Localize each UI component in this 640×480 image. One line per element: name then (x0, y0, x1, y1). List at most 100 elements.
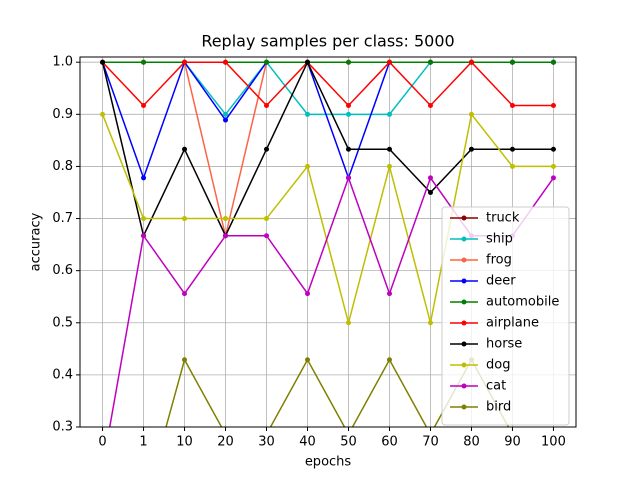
point (223, 216, 229, 222)
point (468, 59, 474, 65)
legend-marker (461, 215, 467, 221)
point (550, 102, 556, 108)
point (223, 59, 229, 65)
y-tick-label: 0.5 (52, 315, 73, 330)
point (182, 59, 188, 65)
point (427, 189, 433, 195)
point (141, 233, 147, 239)
x-tick-label: 90 (504, 435, 521, 450)
x-tick-label: 1 (139, 435, 147, 450)
point (141, 102, 147, 108)
point (427, 102, 433, 108)
point (550, 175, 556, 181)
legend-label: airplane (486, 316, 539, 331)
point (141, 175, 147, 181)
point (509, 163, 515, 169)
legend-box (441, 206, 570, 426)
legend-label: horse (486, 337, 522, 352)
x-tick-label: 30 (258, 435, 275, 450)
point (509, 102, 515, 108)
point (305, 163, 311, 169)
point (345, 102, 351, 108)
point (264, 102, 270, 108)
legend-marker (461, 299, 467, 305)
point (345, 175, 351, 181)
point (345, 59, 351, 65)
x-axis-label: epochs (305, 455, 352, 470)
point (345, 320, 351, 326)
point (345, 146, 351, 152)
y-tick-label: 0.9 (52, 107, 73, 122)
legend-marker (461, 404, 467, 410)
legend-label: ship (486, 232, 513, 247)
point (305, 111, 311, 117)
x-tick-label: 40 (299, 435, 316, 450)
point (386, 59, 392, 65)
point (386, 357, 392, 363)
point (345, 111, 351, 117)
legend-label: automobile (486, 295, 559, 310)
y-tick-label: 0.4 (52, 367, 73, 382)
point (264, 146, 270, 152)
legend-label: deer (486, 274, 516, 289)
y-axis-label: accuracy (29, 212, 44, 271)
legend-label: cat (486, 379, 506, 394)
ticks: 0.3 0.4 0.5 0.6 0.7 0.8 0.9 1.0 0 1 10 20 30 40 50 60 70… (52, 55, 566, 450)
point (223, 233, 229, 239)
point (100, 111, 106, 117)
point (141, 59, 147, 65)
point (182, 216, 188, 222)
point (305, 59, 311, 65)
point (182, 291, 188, 297)
series-line (102, 61, 554, 107)
point (100, 59, 106, 65)
point (264, 216, 270, 222)
point (386, 111, 392, 117)
point (386, 146, 392, 152)
point (386, 163, 392, 169)
axes-frame (79, 56, 577, 428)
point (223, 111, 229, 117)
point (182, 357, 188, 363)
point (141, 216, 147, 222)
point (386, 291, 392, 297)
point (305, 357, 311, 363)
y-tick-label: 0.6 (52, 263, 73, 278)
legend-marker (461, 362, 467, 368)
point (509, 59, 515, 65)
point (550, 163, 556, 169)
x-tick-label: 100 (541, 435, 566, 450)
point (550, 59, 556, 65)
x-tick-label: 60 (381, 435, 398, 450)
y-tick-label: 0.7 (52, 211, 73, 226)
legend-marker (461, 341, 467, 347)
point (550, 146, 556, 152)
series-line (101, 112, 554, 326)
point (182, 146, 188, 152)
series-line (101, 60, 554, 239)
point (223, 117, 229, 123)
point (427, 320, 433, 326)
point (264, 233, 270, 239)
y-tick-label: 1.0 (52, 55, 73, 70)
x-tick-label: 80 (463, 435, 480, 450)
y-tick-label: 0.8 (52, 159, 73, 174)
x-tick-label: 70 (422, 435, 439, 450)
legend-marker (461, 383, 467, 389)
point (264, 59, 270, 65)
legend-label: frog (486, 253, 512, 268)
x-tick-label: 20 (217, 435, 234, 450)
legend-marker (461, 278, 467, 284)
x-tick-label: 50 (340, 435, 357, 450)
x-tick-label: 0 (98, 435, 106, 450)
point (305, 291, 311, 297)
x-tick-label: 10 (176, 435, 193, 450)
legend-label: truck (486, 211, 520, 226)
point (468, 146, 474, 152)
point (427, 59, 433, 65)
legend-marker (461, 320, 467, 326)
legend-label: dog (486, 358, 510, 373)
point (427, 175, 433, 181)
point (468, 111, 474, 117)
